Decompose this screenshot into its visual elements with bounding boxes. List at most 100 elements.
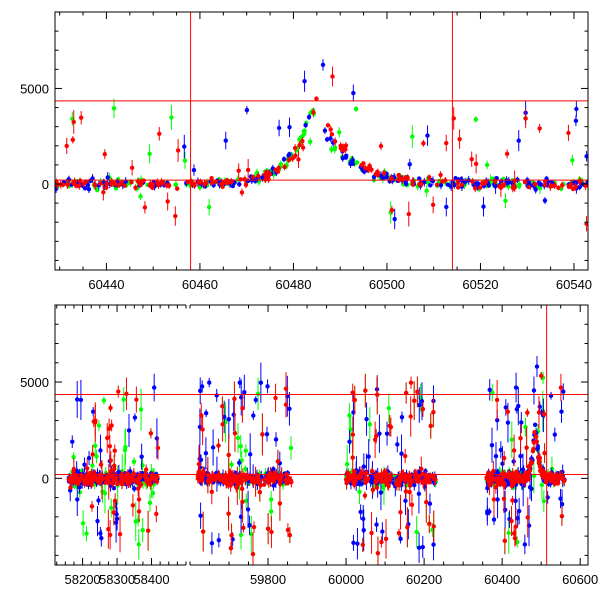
data-point bbox=[486, 479, 491, 485]
data-point bbox=[139, 454, 144, 459]
data-point bbox=[288, 445, 294, 451]
data-point bbox=[494, 397, 500, 403]
data-point bbox=[228, 546, 234, 551]
data-point bbox=[251, 524, 257, 530]
data-point bbox=[522, 542, 528, 547]
data-point bbox=[366, 476, 371, 481]
data-point bbox=[536, 410, 542, 415]
data-point bbox=[416, 176, 422, 181]
data-point bbox=[145, 528, 151, 533]
data-point bbox=[545, 495, 550, 500]
data-point bbox=[111, 106, 117, 111]
data-point bbox=[498, 481, 504, 486]
data-point bbox=[289, 479, 294, 485]
data-point bbox=[512, 178, 517, 183]
data-point bbox=[226, 180, 232, 185]
data-point bbox=[78, 178, 83, 184]
data-point bbox=[124, 391, 129, 396]
data-point bbox=[258, 380, 264, 385]
data-point bbox=[537, 455, 543, 461]
data-point bbox=[362, 165, 368, 171]
data-point bbox=[562, 478, 567, 483]
data-point bbox=[133, 519, 138, 524]
data-point bbox=[430, 202, 436, 207]
data-point bbox=[526, 477, 531, 482]
data-point bbox=[96, 498, 101, 503]
data-point bbox=[84, 531, 89, 536]
data-point bbox=[223, 138, 228, 143]
data-point bbox=[552, 183, 557, 188]
x-tick-label: 60200 bbox=[406, 572, 442, 587]
data-point bbox=[424, 478, 429, 483]
data-point bbox=[220, 422, 225, 427]
data-point bbox=[479, 181, 485, 186]
data-point bbox=[200, 529, 206, 534]
data-point bbox=[285, 527, 291, 533]
data-point bbox=[243, 448, 249, 453]
axis-break bbox=[186, 304, 190, 307]
data-point bbox=[473, 117, 479, 122]
data-point bbox=[398, 477, 403, 482]
data-point bbox=[71, 119, 76, 125]
data-point bbox=[92, 182, 97, 187]
data-point bbox=[361, 527, 366, 533]
data-point bbox=[148, 431, 154, 436]
data-point bbox=[160, 180, 166, 185]
data-point bbox=[410, 182, 416, 187]
data-point bbox=[427, 183, 433, 188]
data-point bbox=[353, 106, 359, 112]
data-point bbox=[240, 405, 245, 411]
data-point bbox=[302, 79, 307, 84]
data-point bbox=[384, 431, 390, 436]
data-point bbox=[260, 432, 265, 437]
data-point bbox=[214, 393, 219, 398]
data-point bbox=[539, 373, 544, 379]
data-point bbox=[262, 477, 267, 482]
data-point bbox=[357, 489, 362, 495]
data-point bbox=[111, 477, 116, 483]
data-point bbox=[191, 167, 197, 173]
data-point bbox=[529, 460, 535, 465]
data-point bbox=[105, 175, 110, 180]
data-point bbox=[237, 182, 242, 187]
data-point bbox=[366, 454, 371, 459]
bottom-data-points bbox=[66, 356, 567, 565]
data-point bbox=[109, 505, 114, 511]
data-point bbox=[286, 157, 292, 162]
data-point bbox=[232, 431, 238, 436]
data-point bbox=[243, 477, 248, 482]
data-point bbox=[226, 511, 231, 516]
data-point bbox=[273, 437, 279, 442]
data-point bbox=[112, 498, 118, 504]
data-point bbox=[99, 535, 104, 541]
data-point bbox=[84, 466, 90, 471]
data-point bbox=[198, 179, 203, 185]
data-point bbox=[268, 497, 274, 502]
data-point bbox=[131, 459, 137, 464]
data-point bbox=[518, 453, 523, 459]
data-point bbox=[566, 184, 572, 190]
data-point bbox=[229, 533, 234, 538]
data-point bbox=[114, 516, 120, 522]
data-point bbox=[357, 481, 363, 487]
data-point bbox=[506, 530, 511, 536]
data-point bbox=[370, 487, 376, 492]
data-point bbox=[486, 183, 492, 188]
data-point bbox=[373, 474, 378, 479]
data-point bbox=[270, 478, 276, 483]
data-point bbox=[359, 162, 364, 168]
data-point bbox=[269, 529, 274, 535]
data-point bbox=[541, 498, 547, 504]
data-point bbox=[108, 458, 113, 463]
data-point bbox=[283, 386, 289, 391]
data-point bbox=[182, 144, 187, 149]
data-point bbox=[407, 489, 412, 495]
data-point bbox=[356, 474, 361, 480]
data-point bbox=[389, 208, 395, 213]
data-point bbox=[559, 409, 564, 414]
data-point bbox=[399, 451, 404, 456]
data-point bbox=[219, 181, 224, 187]
data-point bbox=[75, 497, 80, 502]
data-point bbox=[431, 542, 436, 547]
data-point bbox=[98, 462, 104, 467]
